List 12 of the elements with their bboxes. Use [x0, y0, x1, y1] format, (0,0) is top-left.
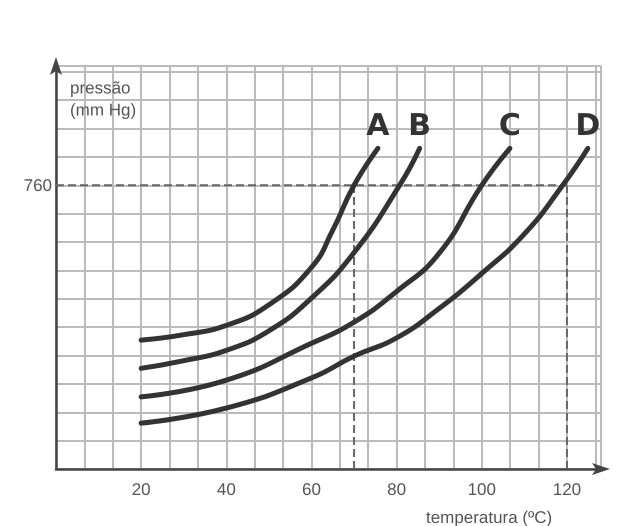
- annotation: 760: [24, 176, 52, 195]
- series-label: C: [498, 108, 521, 143]
- x-tick-label: 120: [552, 480, 582, 499]
- x-tick-label: 60: [302, 480, 321, 499]
- x-tick-label: 40: [216, 480, 236, 499]
- series-label: D: [575, 108, 600, 143]
- series-label: A: [366, 108, 390, 143]
- x-tick-label: 80: [387, 480, 406, 499]
- y-axis-title: pressão (mm Hg): [70, 78, 136, 120]
- series-label: B: [408, 108, 432, 143]
- x-tick-label: 100: [468, 480, 496, 499]
- x-tick-label: 20: [132, 480, 151, 499]
